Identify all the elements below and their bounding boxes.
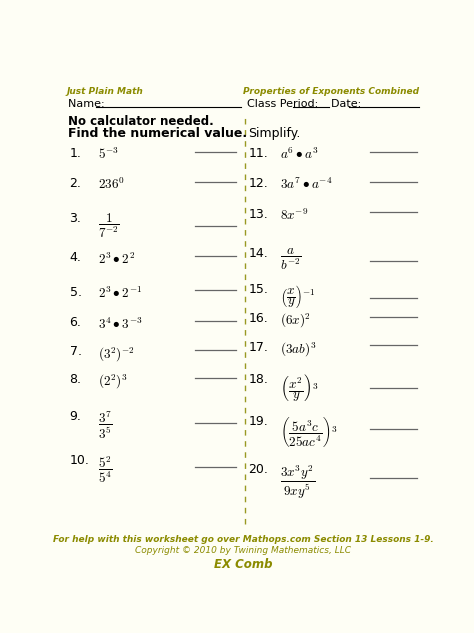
Text: EX Comb: EX Comb [214, 558, 272, 572]
Text: Just Plain Math: Just Plain Math [66, 87, 143, 96]
Text: 2.: 2. [70, 177, 82, 190]
Text: $3^{4} \bullet 3^{-3}$: $3^{4} \bullet 3^{-3}$ [98, 316, 142, 332]
Text: 4.: 4. [70, 251, 82, 265]
Text: $(6x)^{2}$: $(6x)^{2}$ [280, 312, 310, 330]
Text: $\dfrac{3x^{3}y^{2}}{9xy^{5}}$: $\dfrac{3x^{3}y^{2}}{9xy^{5}}$ [280, 463, 315, 501]
Text: 1.: 1. [70, 147, 82, 160]
Text: 18.: 18. [248, 373, 268, 386]
Text: $\dfrac{a}{b^{-2}}$: $\dfrac{a}{b^{-2}}$ [280, 247, 301, 272]
Text: 13.: 13. [248, 208, 268, 220]
Text: $\left(\dfrac{x^{2}}{y}\right)^{3}$: $\left(\dfrac{x^{2}}{y}\right)^{3}$ [280, 373, 319, 404]
Text: $2^{3} \bullet 2^{2}$: $2^{3} \bullet 2^{2}$ [98, 251, 135, 266]
Text: Class Period:: Class Period: [246, 99, 321, 110]
Text: $(2^{2})^{3}$: $(2^{2})^{3}$ [98, 373, 128, 391]
Text: $(3^{2})^{-2}$: $(3^{2})^{-2}$ [98, 346, 135, 363]
Text: Date:: Date: [331, 99, 365, 110]
Text: $(3ab)^{3}$: $(3ab)^{3}$ [280, 341, 316, 359]
Text: Name:: Name: [68, 99, 109, 110]
Text: $\dfrac{5^2}{5^4}$: $\dfrac{5^2}{5^4}$ [98, 454, 112, 484]
Text: 17.: 17. [248, 341, 268, 354]
Text: 15.: 15. [248, 283, 268, 296]
Text: For help with this worksheet go over Mathops.com Section 13 Lessons 1-9.: For help with this worksheet go over Mat… [53, 535, 433, 544]
Text: 9.: 9. [70, 410, 82, 423]
Text: Properties of Exponents Combined: Properties of Exponents Combined [243, 87, 419, 96]
Text: $2^{3} \bullet 2^{-1}$: $2^{3} \bullet 2^{-1}$ [98, 285, 142, 301]
Text: $\left(\dfrac{x}{y}\right)^{-1}$: $\left(\dfrac{x}{y}\right)^{-1}$ [280, 283, 315, 310]
Text: 10.: 10. [70, 454, 90, 467]
Text: $\left(\dfrac{5a^{3}c}{25ac^{4}}\right)^{3}$: $\left(\dfrac{5a^{3}c}{25ac^{4}}\right)^… [280, 415, 337, 449]
Text: 3.: 3. [70, 212, 82, 225]
Text: 8.: 8. [70, 373, 82, 386]
Text: $236^{0}$: $236^{0}$ [98, 177, 125, 192]
Text: 16.: 16. [248, 312, 268, 325]
Text: $\dfrac{3^7}{3^5}$: $\dfrac{3^7}{3^5}$ [98, 410, 112, 441]
Text: 20.: 20. [248, 463, 268, 477]
Text: Find the numerical value.: Find the numerical value. [68, 127, 247, 140]
Text: 7.: 7. [70, 346, 82, 358]
Text: $a^{6} \bullet a^{3}$: $a^{6} \bullet a^{3}$ [280, 147, 318, 162]
Text: $\dfrac{1}{7^{-2}}$: $\dfrac{1}{7^{-2}}$ [98, 212, 119, 241]
Text: 11.: 11. [248, 147, 268, 160]
Text: 5.: 5. [70, 285, 82, 299]
Text: $3a^{7} \bullet a^{-4}$: $3a^{7} \bullet a^{-4}$ [280, 177, 332, 192]
Text: Simplify.: Simplify. [248, 127, 301, 140]
Text: $8x^{-9}$: $8x^{-9}$ [280, 208, 308, 223]
Text: 14.: 14. [248, 247, 268, 260]
Text: 6.: 6. [70, 316, 82, 329]
Text: 12.: 12. [248, 177, 268, 190]
Text: No calculator needed.: No calculator needed. [68, 115, 214, 128]
Text: 19.: 19. [248, 415, 268, 428]
Text: Copyright © 2010 by Twining Mathematics, LLC: Copyright © 2010 by Twining Mathematics,… [135, 546, 351, 555]
Text: $5^{-3}$: $5^{-3}$ [98, 147, 118, 162]
